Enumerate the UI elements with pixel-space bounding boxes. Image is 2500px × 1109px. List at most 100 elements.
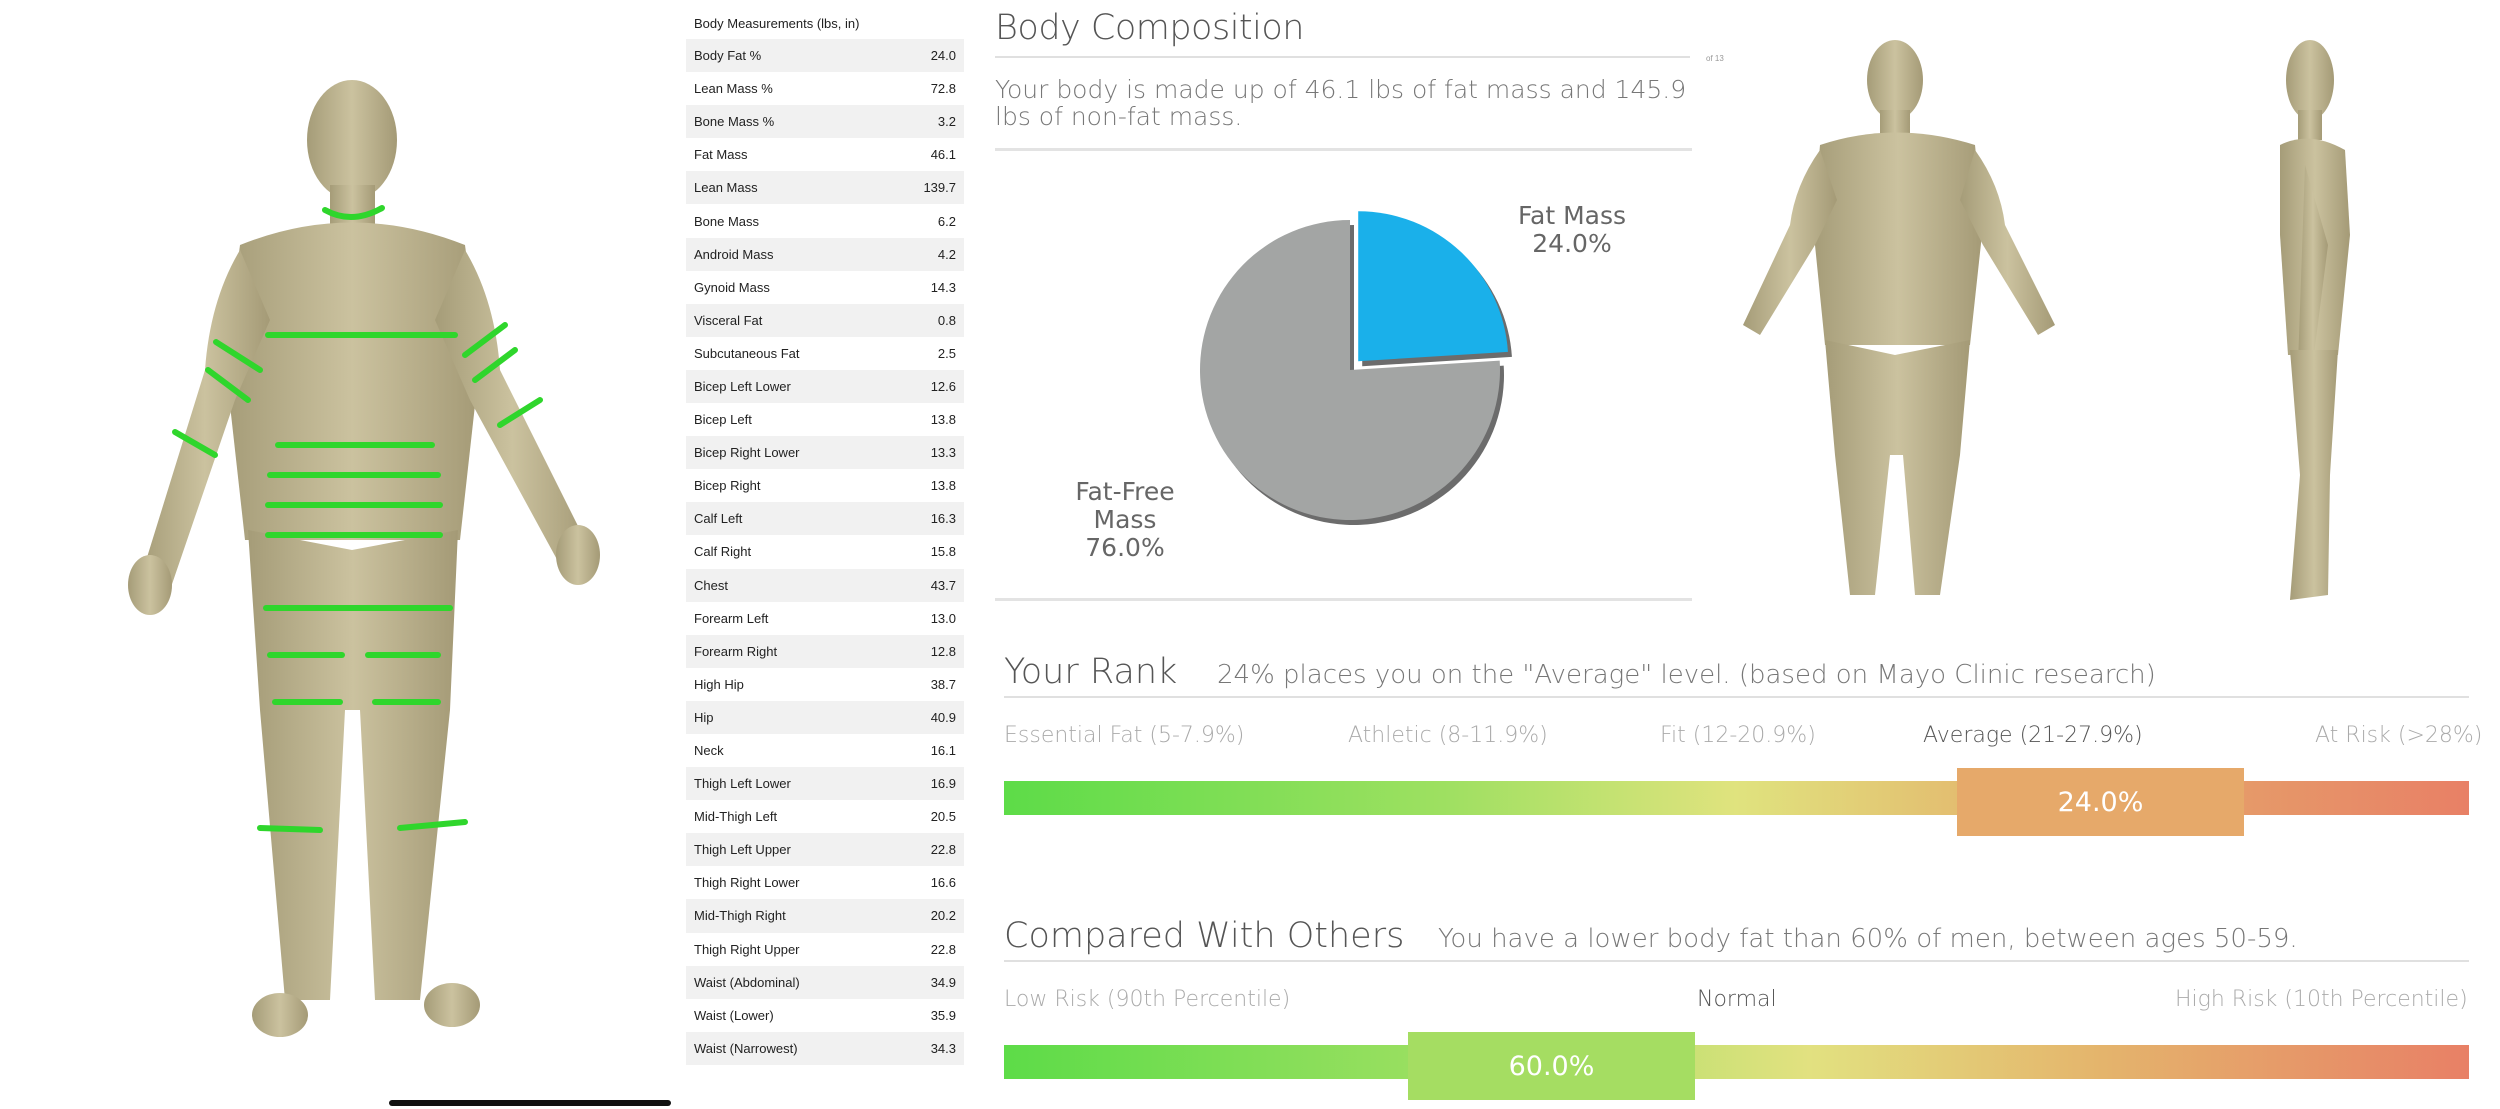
table-row: Forearm Left 13.0 — [686, 602, 964, 635]
table-row: Calf Left 16.3 — [686, 502, 964, 536]
row-value: 20.2 — [930, 908, 956, 924]
row-label: Android Mass — [694, 246, 774, 262]
table-row: Chest 43.7 — [686, 568, 964, 602]
table-row: Lean Mass % 72.8 — [686, 72, 964, 105]
row-value: 0.8 — [937, 312, 956, 328]
row-value: 35.9 — [930, 1007, 956, 1023]
row-value: 2.5 — [937, 345, 956, 361]
row-label: Mid-Thigh Right — [694, 908, 786, 924]
row-label: Bone Mass — [694, 213, 760, 229]
body-composition-title: Body Composition — [995, 8, 1304, 48]
table-row: Thigh Right Upper 22.8 — [686, 933, 964, 966]
divider — [995, 56, 1690, 58]
row-label: Visceral Fat — [694, 312, 763, 328]
table-row: Hip 40.9 — [686, 700, 964, 734]
row-label: Thigh Right Lower — [694, 875, 800, 891]
row-label: Forearm Left — [694, 610, 769, 626]
fat-free-percent: 76.0% — [1085, 533, 1165, 562]
rank-gradient-bar — [1004, 781, 2469, 815]
table-row: Bicep Left 13.8 — [686, 403, 964, 436]
rank-marker: 24.0% — [1957, 768, 2244, 836]
table-row: Mid-Thigh Left 20.5 — [686, 800, 964, 833]
table-row: Mid-Thigh Right 20.2 — [686, 899, 964, 933]
row-value: 13.8 — [930, 478, 956, 494]
row-label: Lean Mass — [694, 180, 758, 196]
row-value: 15.8 — [930, 544, 956, 560]
table-row: Thigh Left Upper 22.8 — [686, 833, 964, 867]
compare-low-risk: Low Risk (90th Percentile) — [1004, 987, 1291, 1012]
row-label: Calf Left — [694, 511, 743, 527]
compare-high-risk: High Risk (10th Percentile) — [2175, 987, 2468, 1012]
table-row: Gynoid Mass 14.3 — [686, 271, 964, 304]
row-value: 13.3 — [930, 445, 956, 461]
row-label: Bicep Right Lower — [694, 445, 800, 461]
row-value: 6.2 — [937, 213, 956, 229]
home-indicator[interactable] — [389, 1100, 671, 1106]
rank-title: Your Rank — [1004, 652, 1178, 692]
table-row: Bicep Right 13.8 — [686, 469, 964, 502]
fat-mass-percent: 24.0% — [1532, 229, 1612, 258]
row-value: 34.3 — [930, 1040, 956, 1056]
row-value: 20.5 — [930, 809, 956, 825]
row-value: 16.3 — [930, 511, 956, 527]
row-value: 22.8 — [930, 941, 956, 957]
row-value: 16.9 — [930, 776, 956, 792]
row-value: 40.9 — [930, 709, 956, 725]
table-row: Bicep Left Lower 12.6 — [686, 369, 964, 404]
row-label: Bicep Right — [694, 478, 761, 494]
row-value: 38.7 — [930, 676, 956, 692]
row-label: Body Fat % — [694, 48, 762, 64]
table-title: Body Measurements (lbs, in) — [694, 16, 860, 31]
table-row: Bone Mass % 3.2 — [686, 105, 964, 139]
row-label: Calf Right — [694, 544, 752, 560]
divider — [1004, 960, 2469, 962]
row-value: 12.6 — [930, 378, 956, 394]
row-value: 34.9 — [930, 974, 956, 990]
row-label: Thigh Left Upper — [694, 842, 791, 858]
row-label: Thigh Left Lower — [694, 776, 791, 792]
row-value: 4.2 — [937, 246, 956, 262]
compare-title: Compared With Others — [1004, 916, 1405, 956]
row-value: 72.8 — [930, 81, 956, 97]
divider — [1004, 696, 2469, 698]
row-label: High Hip — [694, 676, 744, 692]
table-row: Bicep Right Lower 13.3 — [686, 436, 964, 470]
row-label: Waist (Abdominal) — [694, 974, 800, 990]
rank-segment-fit: Fit (12-20.9%) — [1660, 723, 1816, 748]
table-row: Waist (Narrowest) 34.3 — [686, 1031, 964, 1065]
fat-free-mass-label: Fat-Free Mass 76.0% — [1050, 478, 1200, 562]
row-value: 16.6 — [930, 875, 956, 891]
row-label: Neck — [694, 743, 724, 759]
row-value: 12.8 — [930, 643, 956, 659]
rank-segment-essential: Essential Fat (5-7.9%) — [1004, 723, 1245, 748]
table-row: Bone Mass 6.2 — [686, 204, 964, 237]
row-value: 24.0 — [930, 48, 956, 64]
compare-description: You have a lower body fat than 60% of me… — [1438, 924, 2298, 954]
body-model-front — [1743, 40, 2055, 595]
rank-segment-at-risk: At Risk (>28%) — [2315, 723, 2483, 748]
table-row: Visceral Fat 0.8 — [686, 303, 964, 337]
table-row: Body Fat % 24.0 — [686, 39, 964, 73]
row-label: Gynoid Mass — [694, 279, 770, 295]
row-label: Forearm Right — [694, 643, 778, 659]
rank-segment-athletic: Athletic (8-11.9%) — [1348, 723, 1548, 748]
table-row: Android Mass 4.2 — [686, 237, 964, 271]
compare-normal: Normal — [1697, 987, 1777, 1012]
fat-mass-name: Fat Mass — [1517, 201, 1627, 230]
table-row: Forearm Right 12.8 — [686, 634, 964, 668]
row-value: 3.2 — [937, 114, 956, 130]
table-row: Fat Mass 46.1 — [686, 138, 964, 171]
row-label: Bicep Left — [694, 412, 752, 428]
compare-gradient-bar — [1004, 1045, 2469, 1079]
fat-free-name-1: Fat-Free — [1075, 477, 1175, 506]
page-indicator: of 13 — [1706, 54, 1724, 63]
row-label: Waist (Lower) — [694, 1007, 774, 1023]
row-label: Waist (Narrowest) — [694, 1040, 798, 1056]
composition-description: Your body is made up of 46.1 lbs of fat … — [995, 75, 1687, 131]
row-value: 13.8 — [930, 412, 956, 428]
row-label: Bicep Left Lower — [694, 378, 791, 394]
divider — [995, 148, 1692, 151]
row-label: Hip — [694, 709, 714, 725]
row-label: Fat Mass — [694, 147, 748, 163]
compare-marker: 60.0% — [1408, 1032, 1695, 1100]
